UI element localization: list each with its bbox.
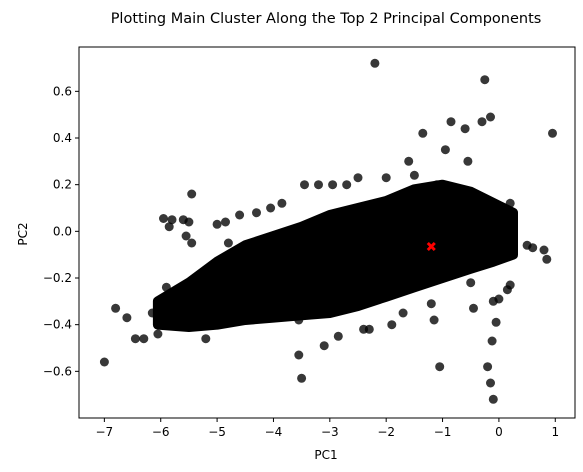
data-point xyxy=(463,156,473,166)
cluster-band xyxy=(152,179,518,332)
data-point xyxy=(446,117,456,127)
chart-title: Plotting Main Cluster Along the Top 2 Pr… xyxy=(111,11,542,27)
y-tick-label: −0.6 xyxy=(43,364,72,378)
data-point xyxy=(404,156,414,166)
data-point xyxy=(477,117,487,127)
x-tick-label: 1 xyxy=(551,425,559,439)
data-point xyxy=(274,308,284,318)
data-point xyxy=(539,245,549,255)
y-tick-label: −0.4 xyxy=(43,318,72,332)
x-tick-label: −2 xyxy=(377,425,395,439)
data-point xyxy=(252,208,261,218)
y-tick-label: 0.4 xyxy=(53,131,72,145)
data-point xyxy=(159,214,168,223)
x-axis-label: PC1 xyxy=(314,448,337,462)
data-point xyxy=(333,331,343,341)
y-axis-label: PC2 xyxy=(16,222,30,245)
data-point xyxy=(505,280,515,290)
data-point xyxy=(130,334,140,344)
data-point xyxy=(440,145,450,155)
centroid-marker xyxy=(426,241,436,252)
data-point xyxy=(277,198,287,208)
data-point xyxy=(300,180,309,190)
data-point xyxy=(486,378,495,388)
data-point xyxy=(469,303,478,313)
data-point xyxy=(221,217,230,227)
data-point xyxy=(187,189,197,199)
x-tick-label: −5 xyxy=(208,425,226,439)
y-axis: −0.6 −0.4 −0.2 0.0 0.2 0.4 0.6 xyxy=(43,84,79,378)
y-tick-label: 0.2 xyxy=(53,178,72,192)
data-point xyxy=(494,294,504,304)
data-point xyxy=(294,350,304,360)
data-point xyxy=(542,254,552,264)
data-point xyxy=(328,180,338,190)
data-point xyxy=(153,329,163,339)
data-point xyxy=(223,238,233,248)
data-point xyxy=(314,180,323,190)
data-point xyxy=(122,313,132,323)
x-tick-label: −7 xyxy=(96,425,114,439)
data-point xyxy=(294,315,304,325)
data-point xyxy=(409,170,419,180)
points-layer xyxy=(99,58,557,404)
data-point xyxy=(195,296,205,306)
data-point xyxy=(488,394,498,404)
plot-frame xyxy=(78,46,576,419)
data-point xyxy=(364,324,374,334)
data-point xyxy=(201,334,211,344)
data-point xyxy=(432,180,442,190)
data-point xyxy=(212,219,222,229)
y-tick-label: −0.2 xyxy=(43,271,72,285)
data-point xyxy=(435,362,445,372)
data-point xyxy=(111,303,121,313)
x-tick-label: −6 xyxy=(152,425,170,439)
centroid-stroke xyxy=(426,241,436,252)
data-point xyxy=(466,278,476,288)
data-point xyxy=(184,217,194,227)
data-point xyxy=(381,173,391,183)
x-tick-label: 0 xyxy=(495,425,503,439)
data-point xyxy=(483,362,493,372)
data-point xyxy=(167,215,177,225)
data-point xyxy=(480,75,490,85)
data-point xyxy=(235,210,245,220)
data-point xyxy=(181,231,191,241)
data-point xyxy=(207,315,216,325)
data-point xyxy=(528,243,538,253)
data-point xyxy=(486,112,495,122)
data-point xyxy=(460,124,470,134)
data-point xyxy=(429,315,439,325)
x-axis: −7 −6 −5 −4 −3 −2 −1 0 1 xyxy=(96,418,559,439)
data-point xyxy=(505,198,515,208)
data-point xyxy=(243,250,253,260)
data-point xyxy=(164,222,174,232)
data-point xyxy=(187,238,197,248)
data-point xyxy=(491,317,501,327)
data-point xyxy=(353,173,363,183)
data-point xyxy=(342,180,352,190)
data-point xyxy=(99,357,109,367)
data-point xyxy=(139,334,149,344)
data-point xyxy=(426,299,436,309)
x-tick-label: −1 xyxy=(434,425,452,439)
data-point xyxy=(487,336,497,346)
data-point xyxy=(319,341,329,351)
data-point xyxy=(161,282,171,292)
data-point xyxy=(266,203,276,213)
data-point xyxy=(159,296,168,306)
data-point xyxy=(297,373,307,383)
data-point xyxy=(387,320,397,330)
x-tick-label: −4 xyxy=(265,425,283,439)
data-point xyxy=(370,58,380,68)
y-tick-label: 0.6 xyxy=(53,84,72,98)
y-tick-label: 0.0 xyxy=(53,224,72,238)
data-point xyxy=(548,128,557,138)
x-tick-label: −3 xyxy=(321,425,339,439)
data-point xyxy=(418,128,428,138)
cluster-cloud xyxy=(152,179,518,332)
data-point xyxy=(147,308,157,318)
data-point xyxy=(398,308,408,318)
